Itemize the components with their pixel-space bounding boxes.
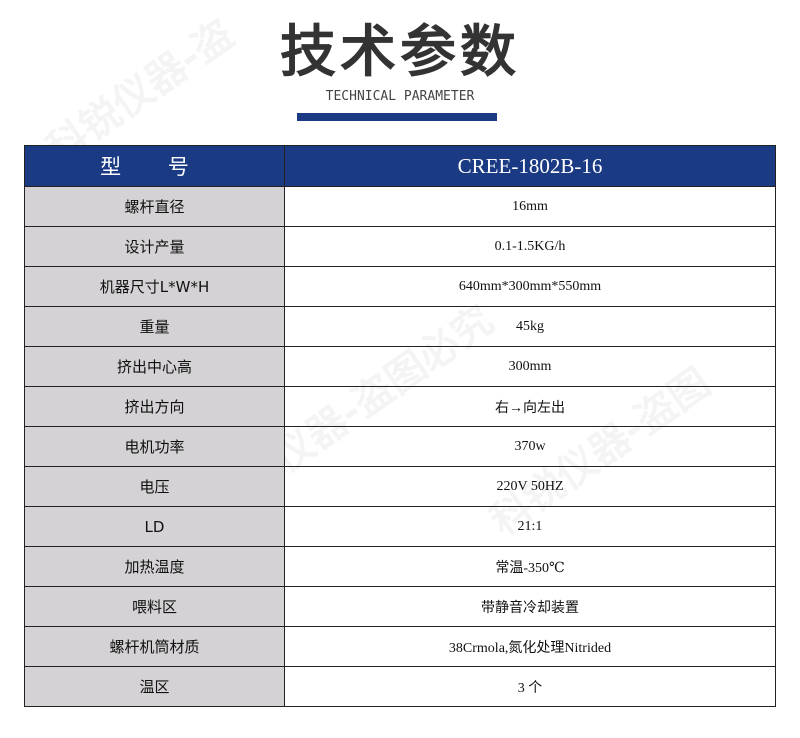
parameter-table: 型 号 CREE-1802B-16 螺杆直径 16mm 设计产量 0.1-1.5KG/… <box>24 145 776 707</box>
page-subtitle: TECHNICAL PARAMETER <box>325 89 475 104</box>
param-value: 220V 50HZ <box>284 466 776 507</box>
param-value: 300mm <box>284 346 776 387</box>
param-label: 挤出中心高 <box>24 346 285 387</box>
param-label: 加热温度 <box>24 546 285 587</box>
table-row: 挤出中心高 300mm <box>24 346 776 387</box>
table-header-row: 型 号 CREE-1802B-16 <box>24 145 776 187</box>
param-value: 21:1 <box>284 506 776 547</box>
model-label: 型 号 <box>24 145 285 187</box>
param-value: 16mm <box>284 186 776 227</box>
param-label: 温区 <box>24 666 285 707</box>
param-value: 370w <box>284 426 776 467</box>
table-row: 加热温度 常温-350℃ <box>24 546 776 587</box>
param-value: 45kg <box>284 306 776 347</box>
page-title: 技术参数 <box>280 20 520 85</box>
param-value: 常温-350℃ <box>284 546 776 587</box>
param-label: LD <box>24 506 285 547</box>
param-label: 设计产量 <box>24 226 285 267</box>
param-label: 喂料区 <box>24 586 285 627</box>
param-value: 38Crmola,氮化处理Nitrided <box>284 626 776 667</box>
table-row: 螺杆直径 16mm <box>24 186 776 227</box>
param-label: 重量 <box>24 306 285 347</box>
param-value: 带静音冷却装置 <box>284 586 776 627</box>
table-row: LD 21:1 <box>24 506 776 547</box>
param-label: 螺杆机筒材质 <box>24 626 285 667</box>
table-row: 挤出方向 右→向左出 <box>24 386 776 427</box>
param-label: 挤出方向 <box>24 386 285 427</box>
table-row: 喂料区 带静音冷却装置 <box>24 586 776 627</box>
param-value: 640mm*300mm*550mm <box>284 266 776 307</box>
table-row: 机器尺寸L*W*H 640mm*300mm*550mm <box>24 266 776 307</box>
table-row: 螺杆机筒材质 38Crmola,氮化处理Nitrided <box>24 626 776 667</box>
param-value: 右→向左出 <box>284 386 776 427</box>
param-label: 电机功率 <box>24 426 285 467</box>
param-value: 3 个 <box>284 666 776 707</box>
table-row: 温区 3 个 <box>24 666 776 707</box>
table-row: 重量 45kg <box>24 306 776 347</box>
table-row: 电机功率 370w <box>24 426 776 467</box>
model-value: CREE-1802B-16 <box>284 145 776 187</box>
title-underline <box>297 113 497 121</box>
table-row: 电压 220V 50HZ <box>24 466 776 507</box>
param-label: 电压 <box>24 466 285 507</box>
param-value: 0.1-1.5KG/h <box>284 226 776 267</box>
param-label: 螺杆直径 <box>24 186 285 227</box>
table-row: 设计产量 0.1-1.5KG/h <box>24 226 776 267</box>
param-label: 机器尺寸L*W*H <box>24 266 285 307</box>
